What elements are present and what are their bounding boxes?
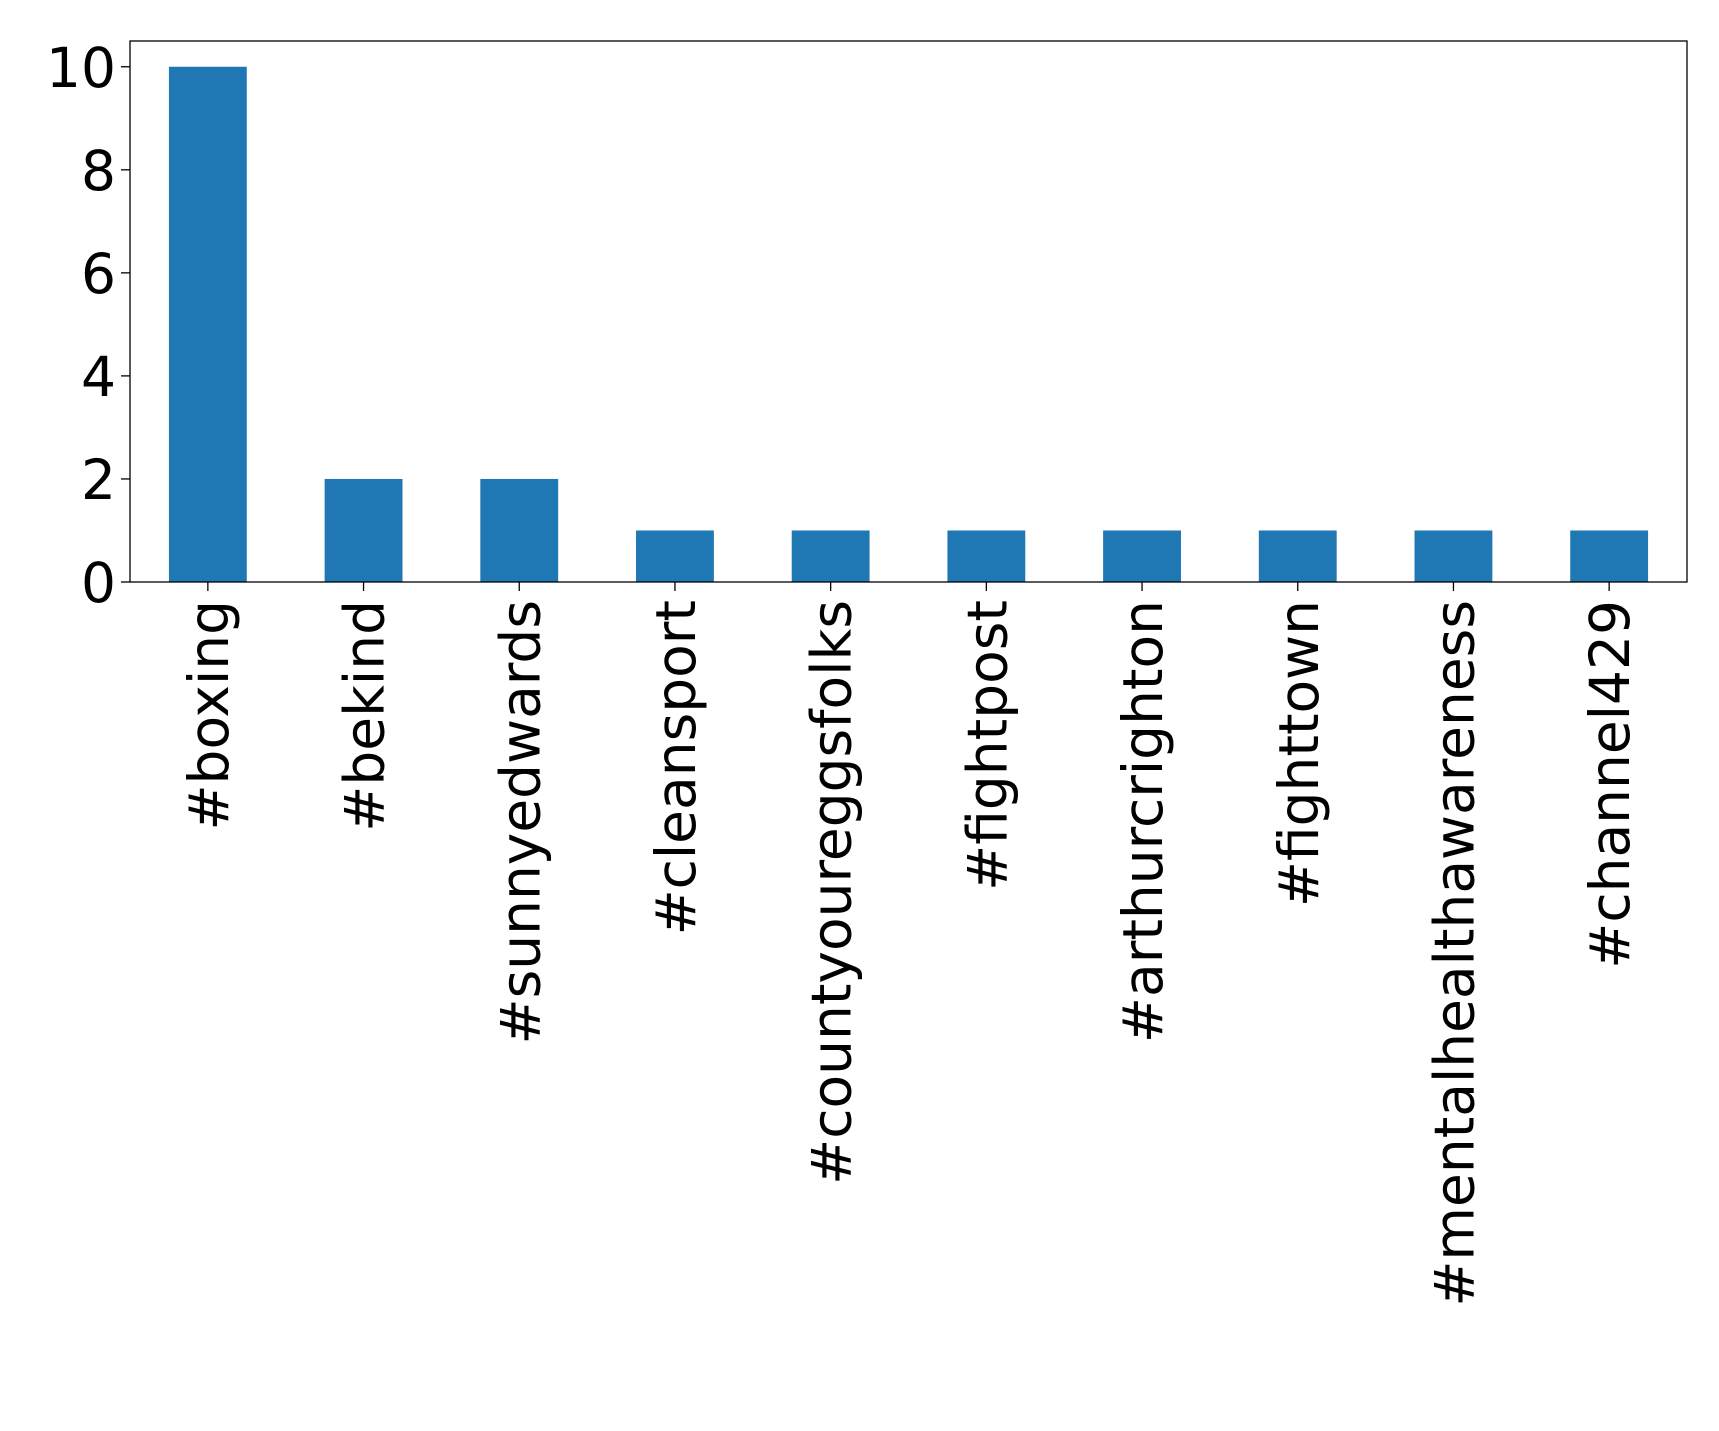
- bar: [1570, 530, 1649, 582]
- plot-frame: [129, 40, 1688, 583]
- x-tick-label: #boxing: [177, 600, 241, 831]
- x-tick-label: #countyoureggsfolks: [800, 600, 864, 1185]
- x-tick-label: #fightpost: [955, 600, 1019, 891]
- y-tick-label: 6: [81, 242, 116, 306]
- bar: [1103, 530, 1181, 582]
- x-tick-label: #fighttown: [1267, 600, 1331, 907]
- y-tick-label: 2: [81, 448, 116, 512]
- bar: [1258, 530, 1337, 582]
- bar: [1414, 530, 1493, 582]
- bar: [480, 478, 559, 582]
- x-tick-label: #arthurcrighton: [1111, 600, 1175, 1043]
- y-tick-label: 8: [81, 139, 116, 203]
- y-tick-label: 10: [46, 36, 116, 100]
- x-tick-label: #channel429: [1578, 600, 1642, 969]
- x-tick-label: #cleansport: [644, 600, 708, 935]
- bar: [791, 530, 870, 582]
- x-tick-label: #bekind: [333, 600, 397, 832]
- bar: [947, 530, 1026, 582]
- y-tick-label: 0: [81, 551, 116, 615]
- x-tick-label: #sunnyedwards: [488, 600, 552, 1045]
- bar: [324, 478, 403, 582]
- bar: [636, 530, 714, 582]
- y-tick-label: 4: [81, 345, 116, 409]
- x-tick-label: #mentalhealthawareness: [1422, 600, 1486, 1307]
- bar: [168, 66, 247, 582]
